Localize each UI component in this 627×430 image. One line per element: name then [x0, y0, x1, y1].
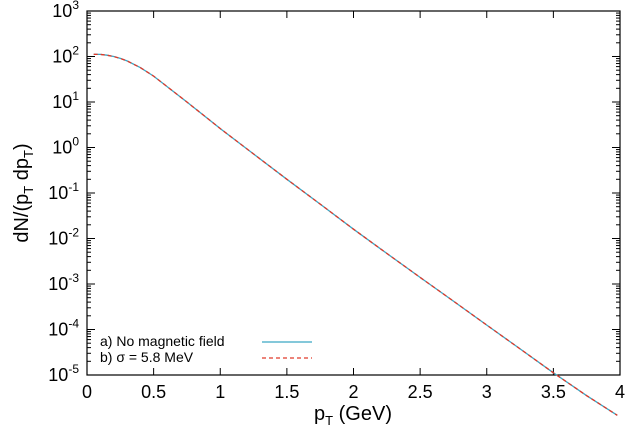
x-tick-label: 3.5 — [541, 382, 566, 402]
x-tick-label: 0 — [82, 382, 92, 402]
y-tick-label: 10-3 — [48, 271, 79, 294]
y-tick-label: 103 — [52, 0, 79, 21]
x-axis-title: pT (GeV) — [314, 403, 392, 428]
series-line-b — [93, 53, 618, 416]
x-tick-label: 1.5 — [274, 382, 299, 402]
y-tick-label: 10-5 — [48, 362, 79, 385]
legend: a) No magnetic field b) σ = 5.8 MeV — [100, 333, 312, 365]
x-axis-ticks: 0 0.5 1 1.5 2 2.5 3 3.5 4 — [82, 11, 625, 402]
y-tick-label: 10-4 — [48, 317, 79, 340]
y-tick-label: 102 — [52, 44, 79, 67]
y-tick-label: 100 — [52, 135, 79, 158]
legend-label-b: b) σ = 5.8 MeV — [100, 349, 194, 365]
y-axis-title: dN/(pT dpT) — [11, 143, 36, 242]
y-tick-label: 10-1 — [48, 180, 79, 203]
x-tick-label: 4 — [615, 382, 625, 402]
x-tick-label: 3 — [482, 382, 492, 402]
legend-label-a: a) No magnetic field — [100, 333, 225, 349]
y-tick-label: 101 — [52, 89, 79, 112]
y-tick-label: 10-2 — [48, 226, 79, 249]
x-tick-label: 1 — [215, 382, 225, 402]
plot-frame — [86, 10, 621, 376]
y-axis-ticks: 10-5 10-4 10-3 10-2 10-1 100 101 102 103 — [48, 0, 620, 385]
x-tick-label: 2 — [348, 382, 358, 402]
x-tick-label: 2.5 — [408, 382, 433, 402]
x-tick-label: 0.5 — [141, 382, 166, 402]
series-layer — [93, 53, 618, 416]
